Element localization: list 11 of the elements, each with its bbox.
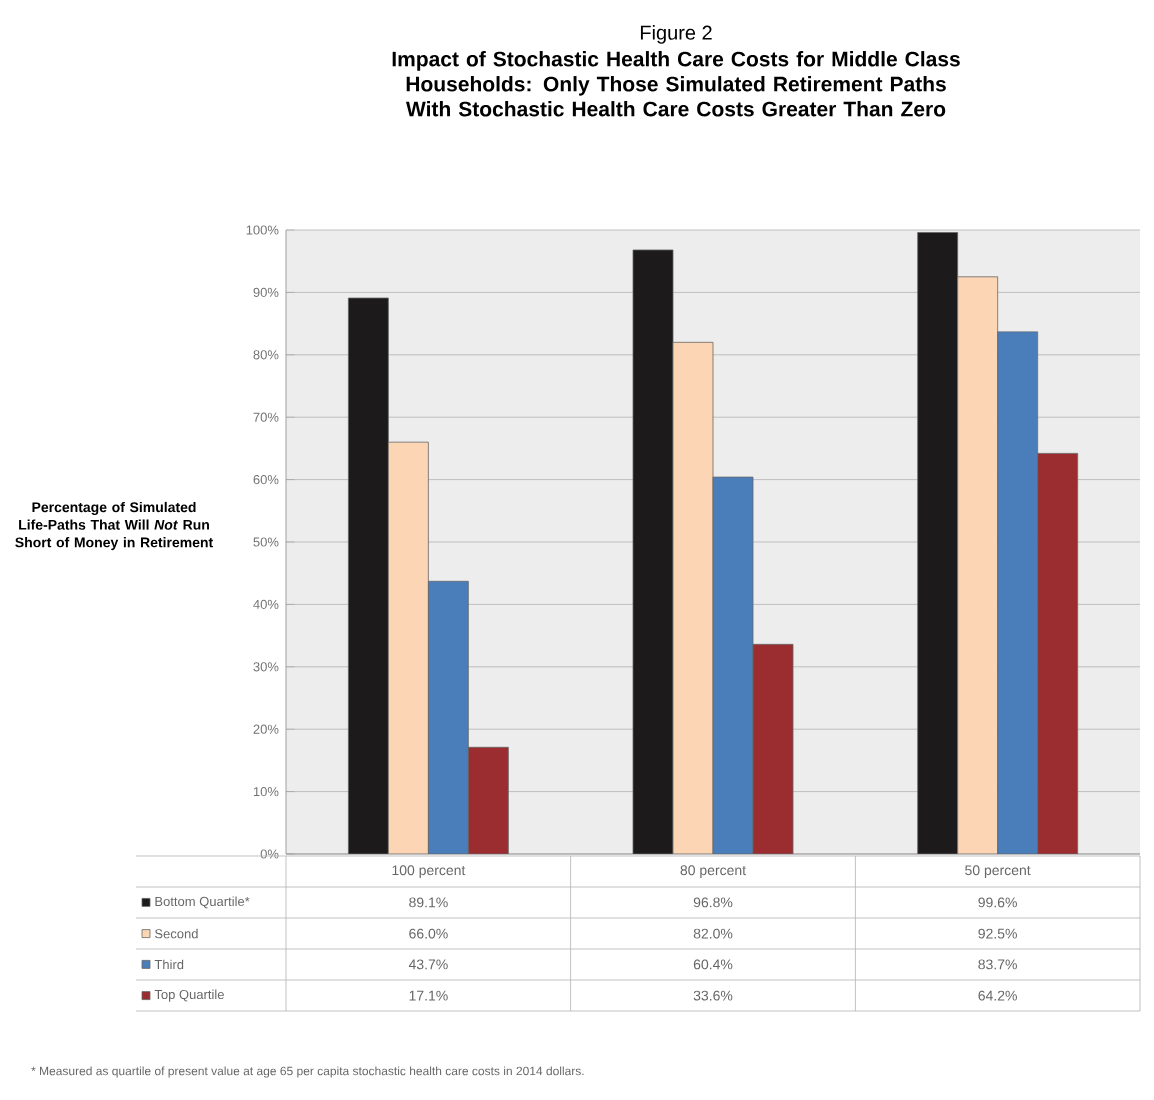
bar xyxy=(752,643,794,854)
bar xyxy=(957,276,999,854)
bar xyxy=(712,476,754,854)
chart-title: Figure 2 xyxy=(640,25,712,44)
chart-subtitle: Impact of Stochastic Health Care Costs for Middle Class Households: Only Those Simulated Retirement Paths With Stochastic Health Care Costs Greater Than Zero xyxy=(392,51,960,117)
bar xyxy=(997,331,1039,854)
bar xyxy=(427,580,469,854)
bar xyxy=(1037,452,1079,854)
bar xyxy=(387,441,429,854)
bar xyxy=(672,341,714,854)
bar xyxy=(467,746,509,854)
